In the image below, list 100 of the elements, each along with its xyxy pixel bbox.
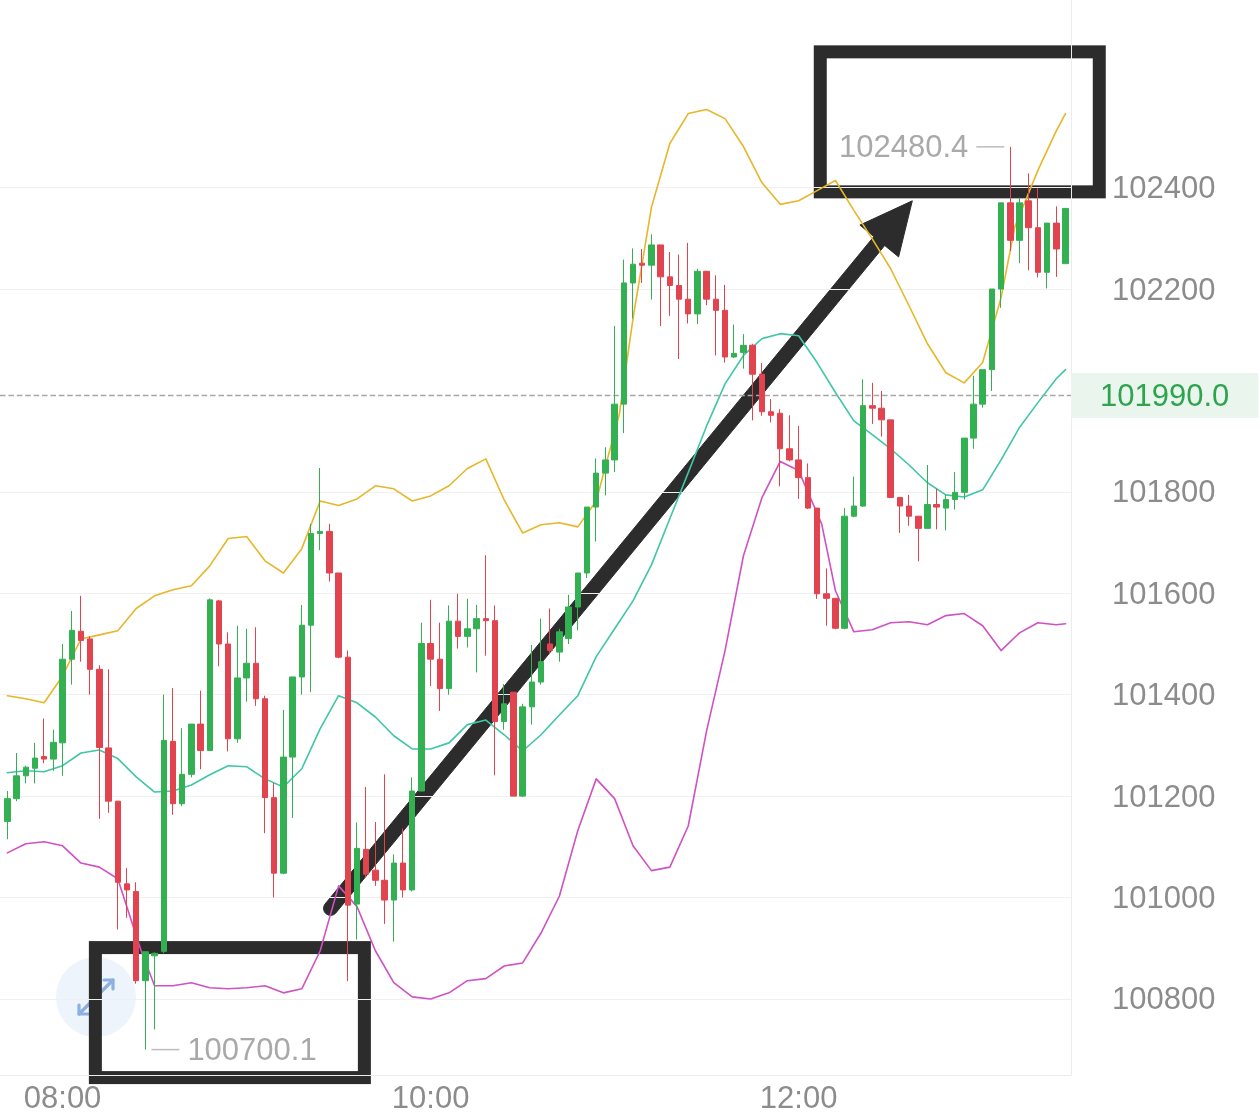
y-tick-label: 102400 [1112,170,1216,206]
candlestick [841,507,848,630]
candlestick [345,650,351,982]
candlestick [832,597,839,630]
candlestick [124,867,130,919]
candlestick [253,626,259,707]
candlestick [170,687,176,816]
candlestick [207,597,213,751]
candlestick [970,375,977,450]
candlestick [814,507,820,600]
candlestick [740,333,747,370]
candlestick [409,776,415,892]
candlestick [639,248,645,284]
candlestick [1062,207,1069,265]
y-tick-label: 101400 [1112,677,1216,713]
candlestick [492,604,498,776]
candlestick [105,668,112,814]
candlestick [78,595,84,663]
candlestick [722,284,728,364]
annotation: 102480.4 [838,129,969,165]
candlestick [225,631,231,752]
candlestick [179,727,185,807]
candlestick [556,628,563,663]
candlestick [41,718,47,764]
candlestick [427,599,434,687]
candlestick [565,594,572,645]
candlestick [308,523,314,693]
candlestick [59,643,66,777]
y-tick-label: 101600 [1112,575,1216,611]
candlestick [989,288,995,392]
candlestick [446,604,452,696]
candlestick [933,488,940,530]
candlestick [519,703,526,798]
candlestick [271,782,277,899]
candlestick [510,691,517,797]
candlestick [611,325,618,473]
candlestick [759,362,765,417]
candlestick [1007,146,1014,252]
candlestick [381,773,388,925]
candlestick [952,471,958,511]
candlestick [133,881,139,985]
candlestick [372,821,379,887]
candlestick [437,622,443,712]
candlestick [326,523,333,583]
candlestick [455,593,461,650]
candlestick [243,628,250,703]
candlestick [23,765,29,784]
candlestick [731,324,737,359]
candlestick [1053,205,1060,278]
candlestick [473,604,480,673]
candlestick [547,607,553,655]
candlestick [1016,197,1023,264]
candlestick [887,419,894,498]
candlestick [335,572,342,659]
x-tick-label: 10:00 [391,1080,470,1115]
candlestick [32,742,38,784]
candlestick [1025,172,1032,271]
candlestick [915,515,922,562]
candlestick [621,259,627,434]
candlestick [667,251,673,317]
candlestick [317,467,323,551]
candlestick [979,369,986,409]
y-tick-label: 101800 [1112,474,1216,510]
candlestick [795,425,802,500]
candlestick [87,635,93,696]
candlestick [878,390,885,438]
candlestick [538,618,544,686]
candlestick [805,462,811,510]
candlestick [96,664,103,820]
candlestick [262,695,268,834]
candlestick [197,690,204,770]
candlestick [464,598,471,649]
candlestick [713,274,719,356]
candlestick [161,694,167,954]
candlestick [749,343,756,421]
candlestick [630,247,636,319]
candlestick [685,242,691,325]
candlestick [860,378,866,508]
candlestick [529,644,535,726]
candlestick [354,821,360,941]
candlestick [943,494,949,531]
candlestick [151,951,158,1030]
candlestick [575,572,581,631]
candlestick [657,244,664,327]
candlestick [676,254,682,360]
candlestick [998,202,1004,309]
candlestick [703,270,710,306]
candlestick [400,828,406,899]
candlestick [363,786,369,878]
candlestick [280,709,287,875]
candlestick [786,414,793,462]
ref-line-label: 101990.0 [1100,378,1230,414]
candlestick [851,476,857,518]
candlestick [13,752,20,802]
candlestick [924,464,931,529]
candlestick [188,723,195,778]
candlestick [289,676,296,819]
candlestick [777,408,783,487]
candlestick [1035,187,1041,278]
candlestick [823,567,830,627]
